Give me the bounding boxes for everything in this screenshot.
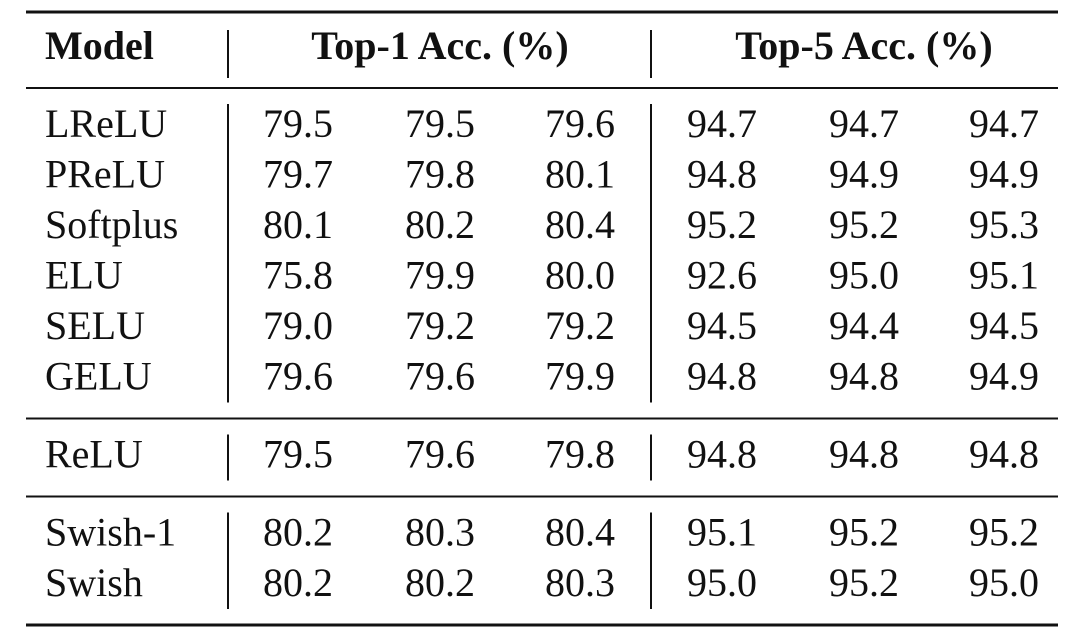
cell: 80.4: [545, 202, 615, 247]
cell: 94.9: [969, 354, 1039, 399]
cell: 94.8: [687, 354, 757, 399]
cell: 79.6: [405, 354, 475, 399]
column-header: Top-1 Acc. (%): [311, 23, 568, 68]
cell: 94.5: [687, 303, 757, 348]
cell: 94.8: [687, 152, 757, 197]
row-label: SELU: [45, 303, 145, 348]
row-label: PReLU: [45, 152, 165, 197]
cell: 79.2: [405, 303, 475, 348]
cell: 80.2: [263, 560, 333, 605]
cell: 79.5: [263, 101, 333, 146]
cell: 79.2: [545, 303, 615, 348]
cell: 92.6: [687, 253, 757, 298]
cell: 94.9: [829, 152, 899, 197]
cell: 79.8: [405, 152, 475, 197]
cell: 94.8: [687, 432, 757, 477]
row-label: Softplus: [45, 202, 178, 247]
column-header: Model: [45, 23, 154, 68]
cell: 80.2: [405, 202, 475, 247]
cell: 94.4: [829, 303, 899, 348]
cell: 95.2: [829, 510, 899, 555]
row-label: GELU: [45, 354, 152, 399]
column-header: Top-5 Acc. (%): [735, 23, 992, 68]
cell: 94.7: [969, 101, 1039, 146]
cell: 80.2: [405, 560, 475, 605]
cell: 95.2: [829, 560, 899, 605]
cell: 94.8: [829, 432, 899, 477]
cell: 95.1: [687, 510, 757, 555]
row-label: Swish-1: [45, 510, 176, 555]
cell: 95.2: [829, 202, 899, 247]
cell: 79.5: [405, 101, 475, 146]
cell: 80.1: [263, 202, 333, 247]
cell: 94.8: [829, 354, 899, 399]
cell: 80.1: [545, 152, 615, 197]
row-label: ReLU: [45, 432, 143, 477]
cell: 95.1: [969, 253, 1039, 298]
row-label: Swish: [45, 560, 143, 605]
row-label: ELU: [45, 253, 123, 298]
cell: 79.6: [263, 354, 333, 399]
cell: 79.7: [263, 152, 333, 197]
cell: 79.8: [545, 432, 615, 477]
cell: 79.0: [263, 303, 333, 348]
cell: 95.0: [829, 253, 899, 298]
cell: 79.6: [545, 101, 615, 146]
cell: 94.7: [829, 101, 899, 146]
cell: 95.0: [687, 560, 757, 605]
cell: 80.0: [545, 253, 615, 298]
cell: 79.9: [405, 253, 475, 298]
cell: 80.2: [263, 510, 333, 555]
cell: 80.4: [545, 510, 615, 555]
cell: 80.3: [545, 560, 615, 605]
cell: 94.9: [969, 152, 1039, 197]
cell: 79.5: [263, 432, 333, 477]
cell: 95.2: [687, 202, 757, 247]
cell: 79.6: [405, 432, 475, 477]
cell: 95.0: [969, 560, 1039, 605]
cell: 80.3: [405, 510, 475, 555]
row-label: LReLU: [45, 101, 167, 146]
cell: 94.8: [969, 432, 1039, 477]
cell: 94.7: [687, 101, 757, 146]
cell: 75.8: [263, 253, 333, 298]
cell: 94.5: [969, 303, 1039, 348]
cell: 95.2: [969, 510, 1039, 555]
cell: 95.3: [969, 202, 1039, 247]
cell: 79.9: [545, 354, 615, 399]
